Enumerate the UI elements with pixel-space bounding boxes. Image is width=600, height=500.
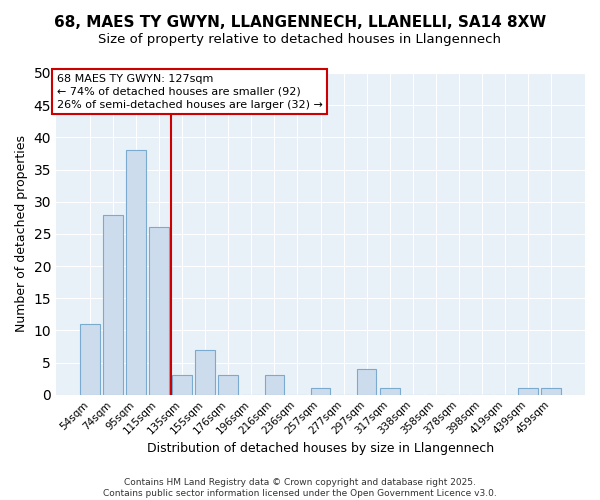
- Bar: [541, 388, 561, 394]
- Bar: [518, 388, 538, 394]
- Bar: [149, 228, 169, 394]
- Bar: [265, 376, 284, 394]
- X-axis label: Distribution of detached houses by size in Llangennech: Distribution of detached houses by size …: [147, 442, 494, 455]
- Bar: [311, 388, 331, 394]
- Text: 68, MAES TY GWYN, LLANGENNECH, LLANELLI, SA14 8XW: 68, MAES TY GWYN, LLANGENNECH, LLANELLI,…: [54, 15, 546, 30]
- Bar: [357, 369, 376, 394]
- Bar: [380, 388, 400, 394]
- Bar: [172, 376, 192, 394]
- Bar: [196, 350, 215, 395]
- Bar: [126, 150, 146, 394]
- Bar: [103, 214, 123, 394]
- Y-axis label: Number of detached properties: Number of detached properties: [15, 136, 28, 332]
- Text: Size of property relative to detached houses in Llangennech: Size of property relative to detached ho…: [98, 32, 502, 46]
- Text: 68 MAES TY GWYN: 127sqm
← 74% of detached houses are smaller (92)
26% of semi-de: 68 MAES TY GWYN: 127sqm ← 74% of detache…: [56, 74, 322, 110]
- Text: Contains HM Land Registry data © Crown copyright and database right 2025.
Contai: Contains HM Land Registry data © Crown c…: [103, 478, 497, 498]
- Bar: [80, 324, 100, 394]
- Bar: [218, 376, 238, 394]
